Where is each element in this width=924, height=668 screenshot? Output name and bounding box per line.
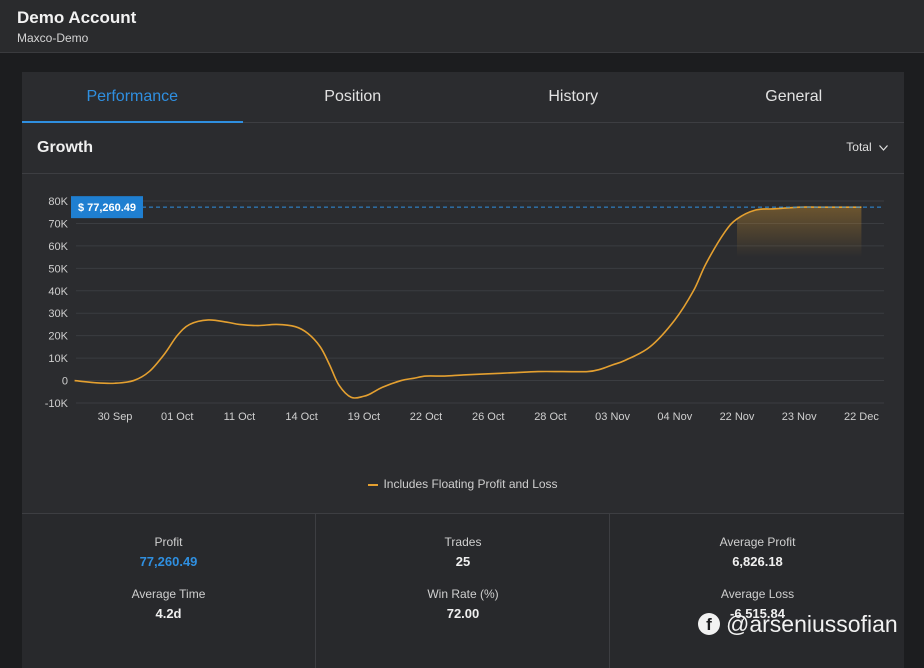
chevron-down-icon (879, 140, 888, 154)
growth-title: Growth (37, 139, 93, 156)
x-tick-label: 26 Oct (472, 411, 504, 423)
win-rate-label: Win Rate (%) (427, 587, 499, 601)
facebook-icon: f (698, 613, 720, 635)
trades-label: Trades (444, 535, 482, 549)
trades-value: 25 (455, 554, 471, 569)
tab-position[interactable]: Position (324, 88, 382, 105)
account-subtitle: Maxco-Demo (17, 31, 89, 45)
account-title: Demo Account (17, 8, 137, 27)
growth-header: Growth Total (22, 123, 904, 174)
x-tick-label: 28 Oct (534, 411, 566, 423)
stats-summary: Profit 77,260.49 Average Time 4.2d Trade… (22, 513, 904, 668)
tab-performance[interactable]: Performance (22, 72, 243, 123)
x-tick-label: 11 Oct (224, 411, 256, 423)
y-tick-label: 0 (62, 376, 68, 388)
average-loss-value: -6,515.84 (730, 606, 785, 621)
chart-legend[interactable]: Includes Floating Profit and Loss (22, 477, 904, 491)
x-tick-label: 19 Oct (348, 411, 380, 423)
y-tick-label: 50K (48, 263, 68, 275)
watermark-text: @arseniussofian (726, 611, 898, 637)
x-tick-label: 22 Nov (720, 411, 755, 423)
legend-label: Includes Floating Profit and Loss (383, 477, 558, 491)
y-tick-label: 80K (48, 196, 68, 208)
series-line (74, 206, 862, 399)
y-tick-label: 30K (48, 308, 68, 320)
win-rate-value: 72.00 (446, 606, 480, 621)
total-dropdown-label: Total (846, 140, 872, 154)
x-tick-label: 22 Dec (844, 411, 879, 423)
x-tick-label: 23 Nov (782, 411, 817, 423)
y-tick-label: 60K (48, 241, 68, 253)
y-tick-label: 10K (48, 353, 68, 365)
average-profit-label: Average Profit (719, 535, 796, 549)
current-value-badge (71, 196, 143, 219)
tab-bar: Performance Position History General (22, 72, 904, 123)
x-tick-label: 03 Nov (595, 411, 630, 423)
profit-label: Profit (154, 535, 183, 549)
current-value-label: $ 77,260.49 (78, 202, 136, 214)
tab-general[interactable]: General (765, 88, 823, 105)
y-tick-label: 40K (48, 286, 68, 298)
performance-panel: Performance Position History General Gro… (22, 72, 904, 668)
average-profit-value: 6,826.18 (732, 554, 783, 569)
tab-history[interactable]: History (548, 88, 599, 105)
stats-column-3: Average Profit 6,826.18 Average Loss -6,… (609, 514, 905, 668)
stats-column-2: Trades 25 Win Rate (%) 72.00 (315, 514, 610, 668)
stats-column-1: Profit 77,260.49 Average Time 4.2d (22, 514, 315, 668)
account-header: Demo Account Maxco-Demo (0, 0, 924, 53)
y-tick-label: 20K (48, 331, 68, 343)
x-tick-label: 30 Sep (98, 411, 133, 423)
profit-value: 77,260.49 (139, 554, 198, 569)
average-time-label: Average Time (131, 587, 206, 601)
x-tick-label: 01 Oct (161, 411, 193, 423)
y-tick-label: -10K (45, 398, 69, 410)
average-time-value: 4.2d (155, 606, 182, 621)
average-loss-label: Average Loss (720, 587, 795, 601)
x-tick-label: 22 Oct (410, 411, 442, 423)
x-tick-label: 14 Oct (285, 411, 317, 423)
total-dropdown[interactable]: Total (846, 140, 888, 154)
x-tick-label: 04 Nov (657, 411, 692, 423)
legend-swatch (368, 483, 379, 486)
watermark: f @arseniussofian (698, 611, 898, 638)
series-area (737, 207, 862, 258)
growth-chart: 80K 70K 60K 50K 40K 30K 20K 10K 0 -10K 30 Sep 01 Oc… (45, 196, 884, 423)
y-tick-label: 70K (48, 218, 68, 230)
